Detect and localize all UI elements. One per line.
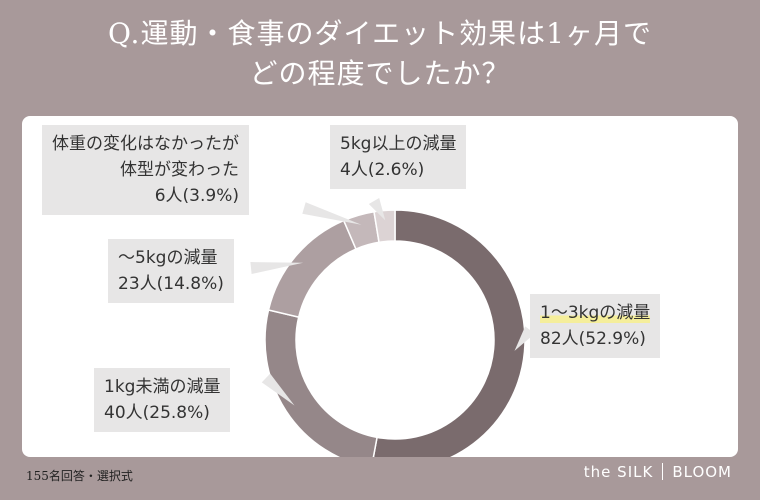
label-1-3kg-name: 1〜3kgの減量 [540,303,651,323]
label-1-3kg: 1〜3kgの減量 82人(52.9%) [530,294,661,358]
label-under-1kg-value: 40人(25.8%) [104,403,210,423]
response-note: 155名回答・選択式 [26,469,133,483]
chart-panel: 5kg以上の減量 4人(2.6%) 体重の変化はなかったが 体型が変わった 6人… [22,116,738,457]
label-up-to-5kg-name: 〜5kgの減量 [118,248,218,268]
brand-left: the SILK [583,463,654,481]
label-no-weight-change-value: 6人(3.9%) [154,186,239,206]
slice-up-to-5kg [267,219,357,319]
leader-no-weight-change [302,202,362,225]
label-1-3kg-value: 82人(52.9%) [540,329,646,349]
brand-logo: the SILK BLOOM [584,463,732,481]
brand-divider [662,463,664,480]
leader-up-to-5kg [250,262,304,274]
slice-1-3kg [372,209,526,457]
label-up-to-5kg-value: 23人(14.8%) [118,274,224,294]
title-line-1: Q.運動・食事のダイエット効果は1ヶ月で [108,17,652,50]
label-5kg-plus-name: 5kg以上の減量 [340,134,457,154]
leader-under-1kg [261,373,295,406]
label-under-1kg-name: 1kg未満の減量 [104,377,221,397]
label-up-to-5kg: 〜5kgの減量 23人(14.8%) [108,239,234,303]
label-no-weight-change-name-1: 体重の変化はなかったが [52,134,239,154]
label-5kg-plus-value: 4人(2.6%) [340,160,425,180]
title-line-2: どの程度でしたか？ [249,57,511,90]
brand-right: BLOOM [672,463,732,481]
leader-1-3kg [514,326,535,351]
leader-5kg-plus [368,197,386,221]
label-under-1kg: 1kg未満の減量 40人(25.8%) [94,368,231,432]
label-no-weight-change-name-2: 体型が変わった [120,160,239,180]
slice-under-1kg [264,309,378,457]
label-5kg-plus: 5kg以上の減量 4人(2.6%) [330,125,467,189]
donut-chart [250,197,535,457]
chart-title: Q.運動・食事のダイエット効果は1ヶ月で どの程度でしたか？ [0,14,760,94]
label-no-weight-change: 体重の変化はなかったが 体型が変わった 6人(3.9%) [42,125,249,215]
